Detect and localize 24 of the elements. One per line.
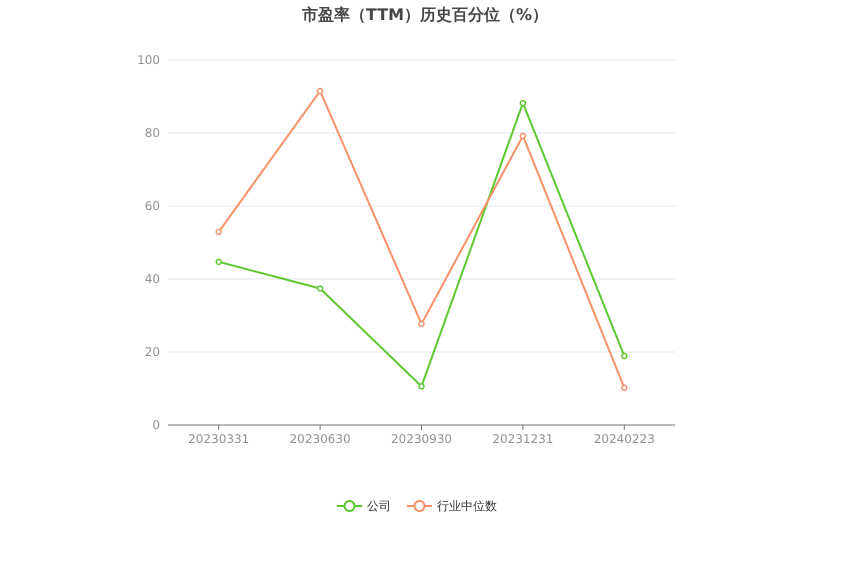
point bbox=[621, 384, 628, 392]
point bbox=[520, 100, 526, 106]
y-tick-label: 80 bbox=[144, 126, 160, 140]
y-tick-label: 20 bbox=[144, 345, 160, 359]
x-tick-label: 20230630 bbox=[290, 432, 351, 446]
point bbox=[215, 258, 222, 266]
point bbox=[316, 88, 324, 94]
x-tick-label: 20240223 bbox=[594, 432, 655, 446]
y-tick-label: 0 bbox=[152, 418, 160, 432]
point bbox=[215, 228, 222, 236]
legend-label: 公司 bbox=[367, 499, 391, 513]
point bbox=[520, 132, 526, 140]
y-tick-label: 100 bbox=[137, 53, 160, 67]
x-tick-label: 20230331 bbox=[188, 432, 250, 446]
y-tick-label: 60 bbox=[144, 199, 160, 213]
point bbox=[418, 320, 425, 328]
point bbox=[316, 285, 324, 292]
legend-label: 行业中位数 bbox=[437, 499, 497, 513]
point bbox=[418, 383, 425, 390]
point bbox=[621, 352, 628, 360]
x-tick-label: 20231231 bbox=[492, 432, 554, 446]
chart-title: 市盈率（TTM）历史百分位（%） bbox=[300, 5, 548, 24]
x-tick-label: 20230930 bbox=[390, 432, 452, 446]
y-tick-label: 40 bbox=[144, 272, 160, 286]
